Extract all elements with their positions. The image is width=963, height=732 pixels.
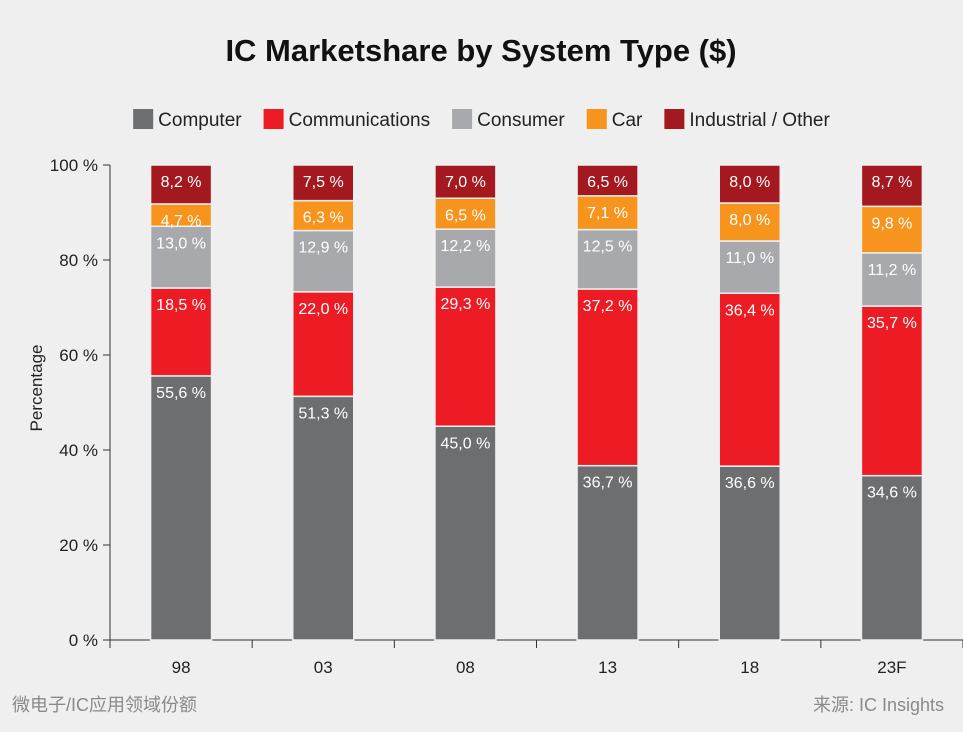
legend: Computer Communications Consumer Car Industr… [133, 109, 830, 131]
legend-swatch [133, 109, 154, 129]
bar-segment [292, 291, 355, 398]
x-tick-label: 23F [877, 658, 906, 677]
x-tick-label: 98 [172, 658, 191, 677]
y-tick-label: 0 % [69, 631, 98, 650]
bar-segment [576, 228, 639, 290]
data-label: 12,9 % [298, 240, 348, 257]
data-label: 11,2 % [868, 262, 917, 279]
bar-segment [149, 164, 213, 205]
bar-segment [149, 287, 213, 377]
data-label: 7,0 % [445, 174, 486, 191]
bar-segment [718, 465, 781, 641]
footer-caption: 微电子/IC应用领域份额 [12, 695, 197, 715]
data-label: 34,6 % [867, 485, 917, 502]
data-label: 6,5 % [445, 207, 486, 224]
data-label: 9,8 % [871, 215, 912, 232]
bar-segment [434, 197, 497, 230]
bar-segment [718, 202, 781, 242]
bar-segment [576, 464, 639, 641]
data-label: 6,3 % [303, 210, 344, 227]
bar-segment [576, 164, 639, 197]
data-label: 8,0 % [729, 212, 770, 229]
data-label: 8,0 % [729, 174, 770, 191]
data-label: 11,0 % [725, 250, 774, 267]
x-tick-label: 13 [598, 658, 617, 677]
chart-title: IC Marketshare by System Type ($) [225, 33, 736, 68]
y-tick-label: 20 % [59, 536, 98, 555]
x-tick-label: 08 [456, 658, 475, 677]
x-tick-label: 03 [314, 658, 333, 677]
bar-segment [149, 375, 213, 641]
y-axis-label: Percentage [27, 345, 46, 432]
bar-segment [860, 164, 924, 208]
data-label: 7,5 % [303, 174, 344, 191]
data-label: 37,2 % [583, 298, 633, 315]
bar-segment [718, 292, 781, 467]
legend-swatch [263, 109, 284, 129]
bar-segment [434, 425, 497, 641]
data-label: 36,4 % [725, 302, 775, 319]
bar-segment [576, 288, 639, 467]
y-tick-label: 60 % [59, 346, 98, 365]
data-label: 7,1 % [587, 205, 628, 222]
bar-segment [434, 164, 497, 199]
bar-segment [434, 228, 497, 288]
data-label: 6,5 % [587, 174, 628, 191]
bar-segment [718, 164, 781, 204]
data-label: 36,7 % [583, 475, 633, 492]
data-label: 35,7 % [867, 315, 917, 332]
bar-segment [860, 474, 924, 641]
data-label: 4,7 % [161, 213, 202, 230]
bar-segment [292, 199, 355, 232]
y-tick-label: 80 % [59, 251, 98, 270]
legend-label: Computer [158, 110, 242, 131]
data-label: 36,6 % [725, 475, 775, 492]
x-tick-label: 18 [740, 658, 759, 677]
data-label: 8,2 % [161, 174, 202, 191]
bar-segment [292, 164, 355, 202]
data-label: 45,0 % [441, 435, 491, 452]
data-label: 13,0 % [156, 235, 206, 252]
bar-segment [576, 195, 639, 231]
data-label: 8,7 % [871, 174, 912, 191]
bar-segment [149, 225, 213, 289]
bar-segment [292, 229, 355, 293]
y-tick-label: 40 % [59, 441, 98, 460]
legend-swatch [664, 109, 685, 129]
footer-source: 来源: IC Insights [813, 695, 944, 715]
bar-segment [718, 240, 781, 294]
legend-swatch [452, 109, 473, 129]
bar-segment [860, 252, 924, 307]
data-label: 29,3 % [441, 296, 491, 313]
data-label: 12,5 % [583, 239, 633, 256]
y-tick-label: 100 % [50, 156, 98, 175]
data-label: 12,2 % [441, 238, 491, 255]
legend-label: Consumer [477, 110, 565, 131]
bar-segment [434, 286, 497, 428]
plot-area: 0 % 20 % 40 % 60 % 80 % 100 % 55,6 % 18,5 % 13,0… [50, 156, 963, 677]
legend-label: Car [612, 110, 643, 131]
legend-swatch [586, 109, 607, 129]
data-label: 22,0 % [298, 301, 348, 318]
bar-segment [292, 395, 355, 641]
legend-label: Industrial / Other [689, 110, 830, 131]
bar-segment [860, 305, 924, 477]
data-label: 55,6 % [156, 385, 206, 402]
legend-label: Communications [289, 110, 431, 131]
data-label: 51,3 % [298, 405, 348, 422]
data-label: 18,5 % [156, 297, 206, 314]
